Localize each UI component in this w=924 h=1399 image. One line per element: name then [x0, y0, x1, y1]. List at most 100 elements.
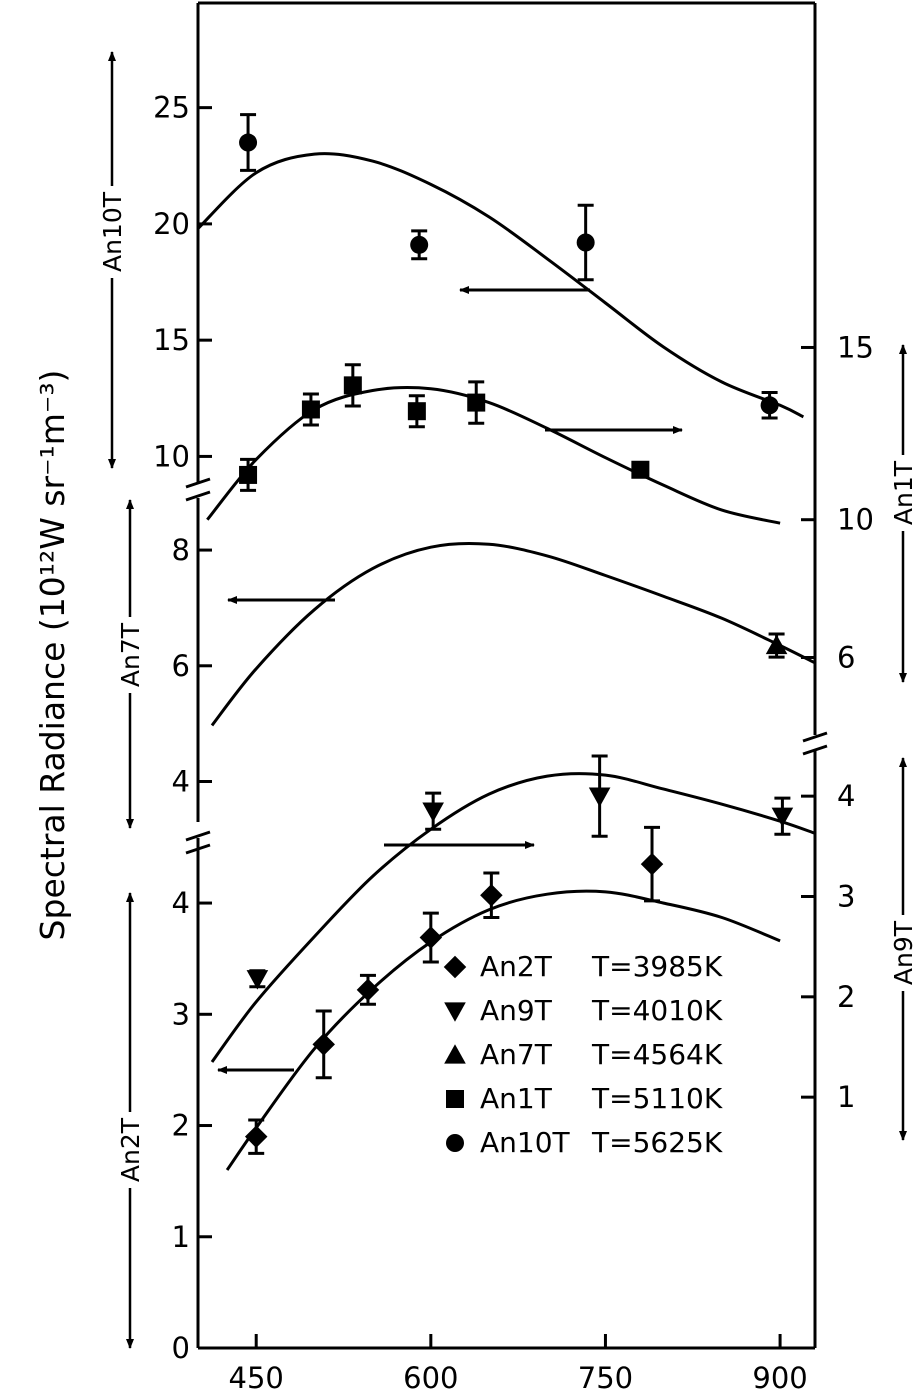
an7t-tick-label: 6: [172, 649, 190, 683]
an7t-tick-label: 4: [172, 765, 190, 799]
an9t-tick-label: 4: [837, 779, 855, 813]
an2t-data-point: [480, 871, 503, 920]
an1t-tick-label: 10: [837, 503, 874, 537]
an10t-tick-label: 25: [153, 91, 190, 125]
an1t-data-point: [467, 380, 486, 425]
an1t-data-point: [631, 460, 650, 479]
an10t-marker: [760, 396, 779, 415]
an2t-tick-label: 2: [172, 1109, 190, 1143]
an9t-marker: [588, 787, 611, 807]
legend-entry-an9t: An9T T=4010K: [444, 994, 723, 1027]
an10t-tick-label: 10: [153, 439, 190, 473]
legend-entry-an7t: An7T T=4564K: [444, 1038, 723, 1071]
an10t-tick-label: 15: [153, 323, 190, 357]
an9t-data-point: [246, 969, 269, 990]
left-axis-break-upper: [185, 477, 211, 502]
legend-entry-an2t: An2T T=3985K: [443, 950, 723, 983]
an2t-tick-label: 4: [172, 886, 190, 920]
an2t-tick-label: 1: [172, 1220, 190, 1254]
an1t-tick-label: 15: [837, 330, 874, 364]
an1t-data-point: [301, 392, 320, 427]
legend-series-name: An7T: [480, 1038, 553, 1071]
an9t-marker: [771, 807, 794, 828]
an2t-tick-label: 3: [172, 997, 190, 1031]
x-tick-label: 900: [752, 1361, 807, 1395]
an1t-fit-curve: [206, 386, 781, 525]
an10t-data-point: [576, 203, 595, 282]
an9t-data-point: [771, 796, 794, 836]
an2t-marker: [640, 852, 664, 876]
an9t-data-point: [422, 791, 444, 831]
x-tick-label: 600: [403, 1361, 458, 1395]
an10t-marker: [576, 233, 595, 252]
an2t-data-point: [640, 825, 664, 903]
an7t-axis-label: An7T: [116, 622, 145, 687]
left-axis-break-lower: [185, 830, 211, 855]
an2t-marker: [419, 926, 443, 949]
an9t-data-point: [588, 754, 611, 838]
an1t-data-point: [239, 457, 258, 492]
legend-entry-an1t: An1T T=5110K: [446, 1082, 723, 1115]
an9t-axis-label: An9T: [889, 920, 918, 985]
an1t-marker: [407, 402, 426, 421]
an2t-fit-curve: [225, 889, 781, 1171]
legend-marker-an10t: [446, 1134, 464, 1152]
y-axis-label: Spectral Radiance (10¹²W sr⁻¹m⁻³): [33, 370, 72, 941]
an1t-marker: [631, 460, 650, 479]
an7t-fit-curve: [210, 541, 816, 727]
an10t-marker: [410, 235, 429, 254]
x-tick-label: 450: [229, 1361, 284, 1395]
legend-temperature: T=5110K: [591, 1082, 723, 1115]
an10t-axis-label: An10T: [98, 191, 127, 272]
an9t-tick-label: 1: [837, 1080, 855, 1114]
an7t-data-point: [765, 632, 788, 659]
an2t-marker: [356, 978, 380, 1002]
an1t-marker: [467, 393, 486, 412]
fitted-curves: [196, 152, 816, 1171]
an2t-marker: [480, 884, 503, 907]
legend-marker-an9t: [444, 1002, 466, 1022]
an10t-data-point: [239, 113, 258, 172]
an10t-data-point: [410, 229, 429, 261]
an1t-data-point: [407, 394, 426, 429]
legend-series-name: An1T: [480, 1082, 553, 1115]
legend-temperature: T=4564K: [591, 1038, 723, 1071]
an10t-tick-label: 20: [153, 207, 190, 241]
an2t-data-point: [419, 911, 443, 964]
an1t-marker: [301, 400, 320, 419]
legend-series-name: An10T: [480, 1126, 571, 1159]
an10t-marker: [239, 133, 258, 152]
an2t-tick-label: 0: [172, 1331, 190, 1365]
an2t-data-point: [356, 973, 380, 1006]
an2t-data-point: [244, 1118, 268, 1155]
an1t-axis-label: An1T: [889, 460, 918, 525]
legend-temperature: T=5625K: [591, 1126, 723, 1159]
an9t-tick-label: 3: [837, 879, 855, 913]
an2t-marker: [244, 1125, 268, 1148]
x-tick-label: 750: [578, 1361, 633, 1395]
an10t-data-point: [760, 390, 779, 420]
an1t-tick-label: 6: [837, 640, 855, 674]
an1t-data-point: [343, 363, 362, 408]
legend-marker-an2t: [443, 955, 467, 979]
legend-marker-an7t: [444, 1044, 466, 1064]
axis-ticks: 10 15 20 25 6 10 15 4 6 8 1 2 3 4 0 1 2 3 4 450 600 750 900: [153, 91, 874, 1395]
panel-axis-labels: An10T An1T An7T An9T An2T: [98, 51, 918, 1349]
an9t-marker: [246, 970, 269, 990]
an1t-marker: [343, 376, 362, 395]
an10t-fit-curve: [196, 152, 805, 419]
an9t-tick-label: 2: [837, 980, 855, 1014]
an2t-data-point: [312, 1009, 335, 1080]
legend-series-name: An2T: [480, 950, 553, 983]
an2t-axis-label: An2T: [116, 1117, 145, 1182]
an7t-tick-label: 8: [172, 533, 190, 567]
legend-temperature: T=4010K: [591, 994, 723, 1027]
legend-temperature: T=3985K: [591, 950, 723, 983]
an1t-marker: [239, 465, 258, 484]
an9t-fit-curve: [210, 772, 816, 1063]
an9t-marker: [422, 802, 444, 823]
an2t-marker: [312, 1033, 335, 1056]
plot-frame: [185, 1, 828, 1350]
data-points: [239, 113, 794, 1155]
